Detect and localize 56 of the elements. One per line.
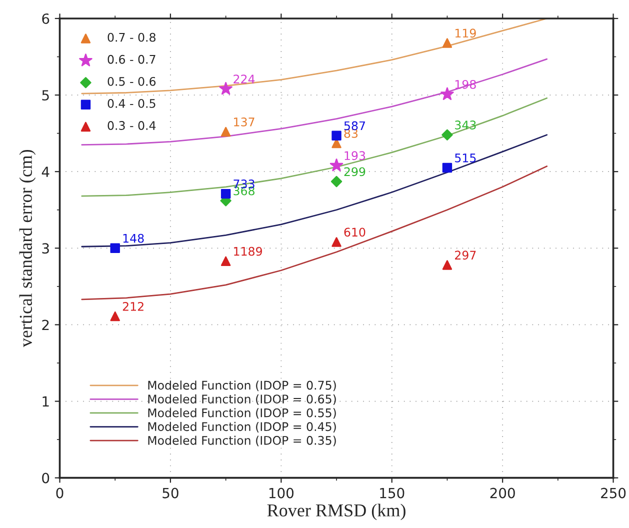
point — [330, 158, 344, 172]
point — [330, 176, 342, 188]
legend-label: Modeled Function (IDOP = 0.55) — [148, 408, 336, 419]
x-tick-label: 150 — [380, 488, 404, 498]
x-tick-label: 50 — [162, 488, 178, 498]
legend-label: 0.7 - 0.8 — [108, 32, 156, 42]
legend-label: Modeled Function (IDOP = 0.45) — [148, 422, 336, 432]
y-tick-label: 6 — [42, 13, 50, 24]
annotation: 224 — [234, 74, 255, 84]
point — [442, 38, 452, 48]
annotation: 297 — [455, 250, 476, 260]
y-tick-label: 0 — [42, 472, 50, 484]
annotation: 1189 — [234, 246, 262, 256]
y-tick-label: 4 — [42, 166, 50, 177]
y-tick-label: 5 — [42, 90, 49, 101]
x-axis-title: Rover RMSD (km) — [267, 504, 406, 520]
point — [219, 82, 232, 95]
annotation: 212 — [122, 302, 144, 311]
annotation: 610 — [344, 228, 366, 237]
legend-label: 0.5 - 0.6 — [108, 76, 156, 86]
annotation: 148 — [123, 234, 144, 243]
annotation: 137 — [234, 117, 254, 126]
y-tick-label: 1 — [42, 396, 49, 407]
line-series — [81, 18, 548, 94]
annotation: 343 — [455, 120, 476, 130]
point — [442, 129, 453, 140]
x-tick-label: 250 — [601, 488, 626, 498]
y-tick-label: 3 — [42, 243, 49, 254]
legend-label: 0.3 - 0.4 — [108, 121, 156, 130]
point — [440, 87, 454, 100]
annotation: 299 — [344, 167, 366, 176]
point — [110, 311, 120, 322]
x-tick-label: 200 — [490, 488, 515, 498]
legend-label: 0.6 - 0.7 — [108, 54, 156, 64]
legend-label: Modeled Function (IDOP = 0.65) — [148, 394, 336, 405]
annotation: 119 — [455, 28, 476, 38]
x-tick-label: 100 — [269, 488, 294, 498]
line-series — [81, 166, 548, 300]
y-axis-title: vertical standard error (cm) — [19, 150, 36, 348]
y-tick-label: 2 — [42, 320, 49, 330]
legend-label: 0.4 - 0.5 — [108, 99, 156, 108]
annotation: 515 — [455, 154, 476, 162]
point — [442, 162, 452, 173]
annotation: 587 — [344, 121, 365, 130]
line-series — [81, 97, 548, 197]
legend-label: Modeled Function (IDOP = 0.35) — [148, 436, 336, 446]
annotation: 193 — [344, 151, 366, 160]
point — [220, 188, 231, 199]
point — [332, 130, 342, 140]
point — [220, 126, 231, 137]
point — [332, 237, 342, 247]
legend-label: Modeled Function (IDOP = 0.75) — [148, 380, 336, 392]
point — [110, 243, 120, 254]
point — [220, 256, 231, 266]
x-tick-label: 0 — [56, 488, 64, 498]
point — [442, 260, 452, 270]
